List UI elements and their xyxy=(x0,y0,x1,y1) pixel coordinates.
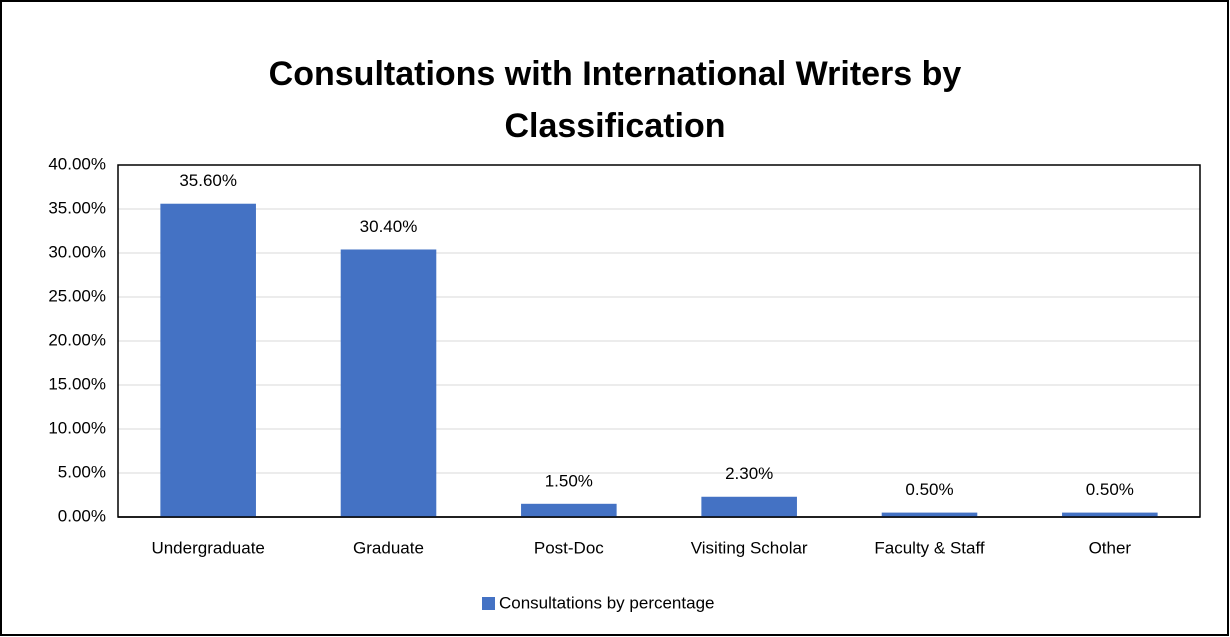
y-tick-label: 15.00% xyxy=(48,374,106,393)
chart-title: Consultations with International Writers… xyxy=(268,55,962,145)
data-label: 0.50% xyxy=(905,480,953,499)
x-tick-label: Faculty & Staff xyxy=(874,538,985,557)
y-tick-label: 30.00% xyxy=(48,242,106,261)
y-tick-label: 40.00% xyxy=(48,154,106,173)
y-tick-label: 10.00% xyxy=(48,418,106,437)
bar xyxy=(1062,512,1158,517)
bar xyxy=(881,512,978,517)
x-tick-label: Graduate xyxy=(353,538,424,557)
x-tick-label: Other xyxy=(1089,538,1132,557)
bar xyxy=(160,203,256,517)
data-label: 30.40% xyxy=(360,217,418,236)
x-tick-label: Undergraduate xyxy=(151,538,264,557)
x-tick-label: Post-Doc xyxy=(534,538,604,557)
legend-label: Consultations by percentage xyxy=(499,593,714,612)
data-label: 1.50% xyxy=(545,471,593,490)
bar xyxy=(521,503,617,517)
y-tick-label: 25.00% xyxy=(48,286,106,305)
y-tick-label: 20.00% xyxy=(48,330,106,349)
y-tick-label: 35.00% xyxy=(48,198,106,217)
data-label: 2.30% xyxy=(725,464,773,483)
bar xyxy=(701,496,797,517)
x-tick-label: Visiting Scholar xyxy=(691,538,808,557)
y-tick-label: 0.00% xyxy=(58,506,106,525)
y-tick-label: 5.00% xyxy=(58,462,106,481)
data-label: 0.50% xyxy=(1086,480,1134,499)
data-label: 35.60% xyxy=(179,171,237,190)
bar xyxy=(340,249,437,518)
legend-swatch xyxy=(482,597,495,610)
